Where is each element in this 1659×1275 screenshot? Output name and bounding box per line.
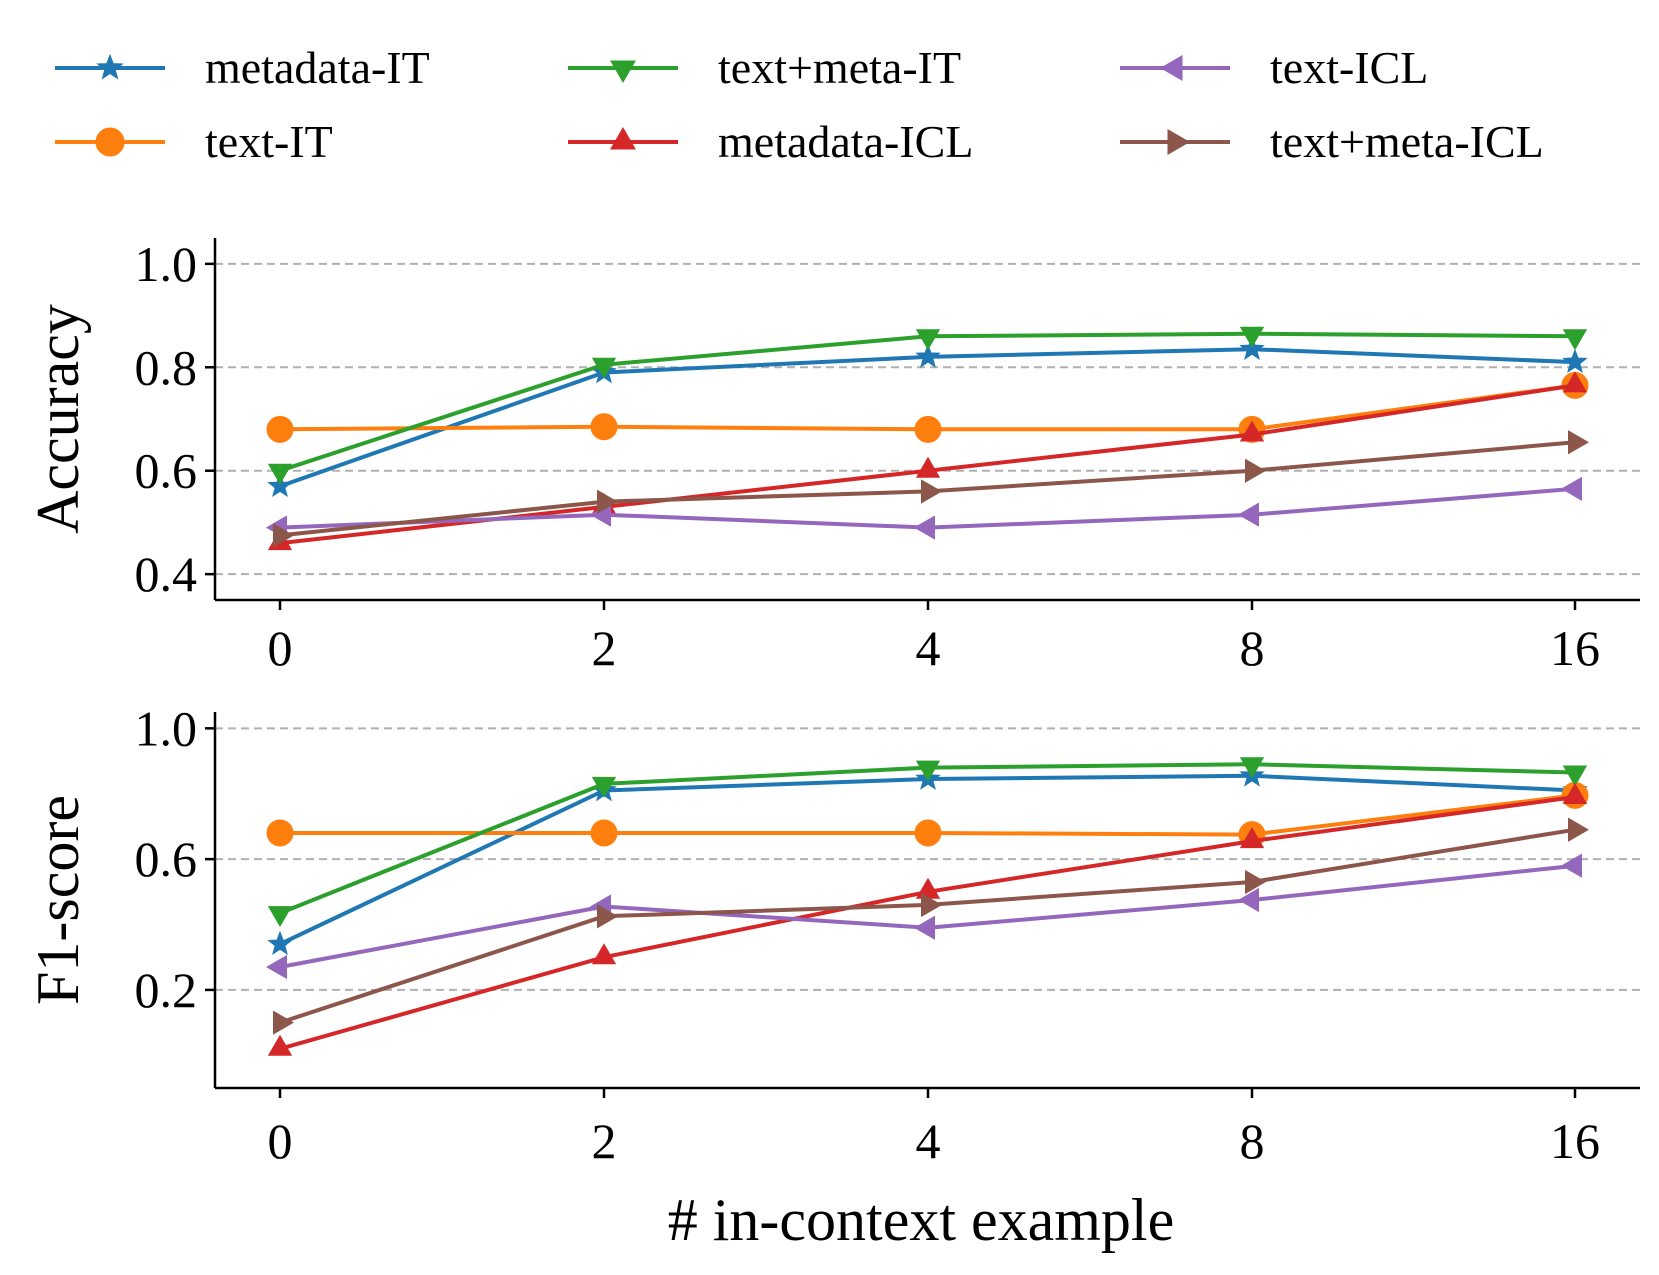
- legend-marker-star-icon: [96, 53, 124, 80]
- data-point-circle-icon: [266, 819, 294, 847]
- data-point-triangle-left-icon: [914, 515, 935, 540]
- legend-label: metadata-IT: [205, 42, 430, 93]
- legend-label: metadata-ICL: [718, 116, 973, 167]
- y-tick-label: 1.0: [135, 236, 198, 292]
- data-point-triangle-down-icon: [1562, 765, 1588, 787]
- series-text-icl: [265, 853, 1582, 980]
- legend-entry-text-icl: text-ICL: [1120, 42, 1428, 93]
- legend-marker-triangle-left-icon: [1159, 55, 1183, 81]
- data-point-triangle-right-icon: [921, 892, 942, 918]
- data-point-triangle-down-icon: [591, 357, 617, 379]
- data-point-circle-icon: [914, 415, 942, 443]
- data-point-triangle-up-icon: [1239, 827, 1265, 849]
- data-point-star-icon: [267, 472, 293, 498]
- x-tick-label: 16: [1550, 620, 1600, 676]
- data-point-triangle-right-icon: [921, 479, 942, 504]
- data-point-star-icon: [915, 343, 941, 368]
- data-point-triangle-up-icon: [1562, 371, 1588, 393]
- x-tick-label: 8: [1240, 1113, 1265, 1169]
- legend-entry-text-plus-meta-it: text+meta-IT: [568, 42, 961, 93]
- data-point-circle-icon: [914, 819, 942, 847]
- y-axis-title: F1-score: [25, 795, 91, 1005]
- y-tick-label: 0.6: [135, 831, 198, 887]
- data-point-triangle-right-icon: [597, 489, 619, 514]
- y-tick-label: 1.0: [135, 700, 198, 756]
- legend-marker-triangle-up-icon: [610, 126, 636, 150]
- legend: metadata-IT text+meta-IT text-ICL text-IT me…: [55, 42, 1544, 167]
- data-point-triangle-left-icon: [1560, 853, 1582, 878]
- legend-entry-text-plus-meta-icl: text+meta-ICL: [1120, 116, 1544, 167]
- accuracy-panel: 0.4 0.6 0.8 1.0 0 2 4 8 16 Accuracy: [25, 236, 1640, 676]
- data-point-triangle-right-icon: [1245, 869, 1267, 895]
- legend-label: text+meta-IT: [718, 42, 961, 93]
- data-point-star-icon: [1239, 335, 1265, 361]
- x-tick-label: 0: [268, 620, 293, 676]
- data-point-triangle-right-icon: [1245, 458, 1267, 483]
- y-tick-label: 0.8: [135, 339, 198, 395]
- data-point-triangle-right-icon: [1568, 430, 1590, 455]
- legend-label: text-IT: [205, 116, 333, 167]
- legend-entry-metadata-icl: metadata-ICL: [568, 116, 973, 167]
- data-point-triangle-down-icon: [267, 463, 293, 485]
- data-point-triangle-left-icon: [1237, 502, 1259, 527]
- series-text-plus-meta-icl: [273, 817, 1589, 1035]
- legend-label: text-ICL: [1270, 42, 1428, 93]
- x-tick-label: 2: [592, 620, 617, 676]
- f1-score-panel: 0.2 0.6 1.0 0 2 4 8 16 F1-score: [25, 700, 1640, 1169]
- data-point-triangle-left-icon: [265, 954, 287, 980]
- x-tick-label: 4: [916, 1113, 941, 1169]
- data-point-triangle-right-icon: [273, 523, 295, 548]
- legend-entry-text-it: text-IT: [55, 116, 333, 167]
- legend-marker-circle-icon: [95, 127, 125, 157]
- legend-label: text+meta-ICL: [1270, 116, 1544, 167]
- series-text-plus-meta-it: [267, 757, 1588, 928]
- data-point-triangle-up-icon: [591, 943, 617, 965]
- data-point-triangle-up-icon: [1562, 783, 1588, 804]
- data-point-triangle-up-icon: [915, 456, 941, 478]
- data-point-triangle-right-icon: [597, 904, 619, 929]
- data-point-triangle-left-icon: [913, 915, 935, 940]
- x-tick-label: 4: [916, 620, 941, 676]
- data-point-triangle-down-icon: [915, 329, 941, 351]
- x-tick-label: 2: [592, 1113, 617, 1169]
- x-tick-label: 0: [268, 1113, 293, 1169]
- data-point-triangle-down-icon: [1562, 329, 1588, 351]
- data-point-triangle-down-icon: [591, 776, 617, 798]
- y-tick-label: 0.2: [135, 962, 198, 1018]
- x-tick-label: 8: [1240, 620, 1265, 676]
- legend-marker-triangle-right-icon: [1167, 129, 1191, 155]
- series-text-it: [266, 371, 1589, 443]
- data-point-triangle-down-icon: [1239, 757, 1265, 779]
- data-point-triangle-down-icon: [267, 906, 293, 928]
- data-point-triangle-down-icon: [1239, 326, 1265, 348]
- data-point-circle-icon: [266, 415, 294, 443]
- data-point-triangle-up-icon: [267, 1034, 293, 1056]
- data-point-triangle-left-icon: [1238, 887, 1259, 913]
- series-text-plus-meta-icl: [273, 430, 1590, 548]
- data-point-circle-icon: [590, 413, 618, 441]
- y-tick-label: 0.4: [135, 546, 198, 602]
- data-point-triangle-right-icon: [273, 1010, 295, 1035]
- data-point-circle-icon: [590, 819, 618, 847]
- data-point-triangle-down-icon: [915, 760, 941, 782]
- legend-marker-triangle-down-icon: [610, 60, 636, 84]
- data-point-triangle-left-icon: [1560, 476, 1582, 501]
- legend-entry-metadata-it: metadata-IT: [55, 42, 430, 93]
- data-point-star-icon: [267, 930, 293, 955]
- data-point-triangle-right-icon: [1568, 817, 1589, 842]
- data-point-triangle-up-icon: [1239, 420, 1265, 442]
- x-tick-label: 16: [1550, 1113, 1600, 1169]
- y-axis-title: Accuracy: [25, 304, 91, 534]
- x-axis-title: # in-context example: [668, 1187, 1174, 1253]
- data-point-star-icon: [1562, 348, 1588, 373]
- y-tick-label: 0.6: [135, 443, 198, 499]
- series-text-plus-meta-it: [267, 326, 1588, 485]
